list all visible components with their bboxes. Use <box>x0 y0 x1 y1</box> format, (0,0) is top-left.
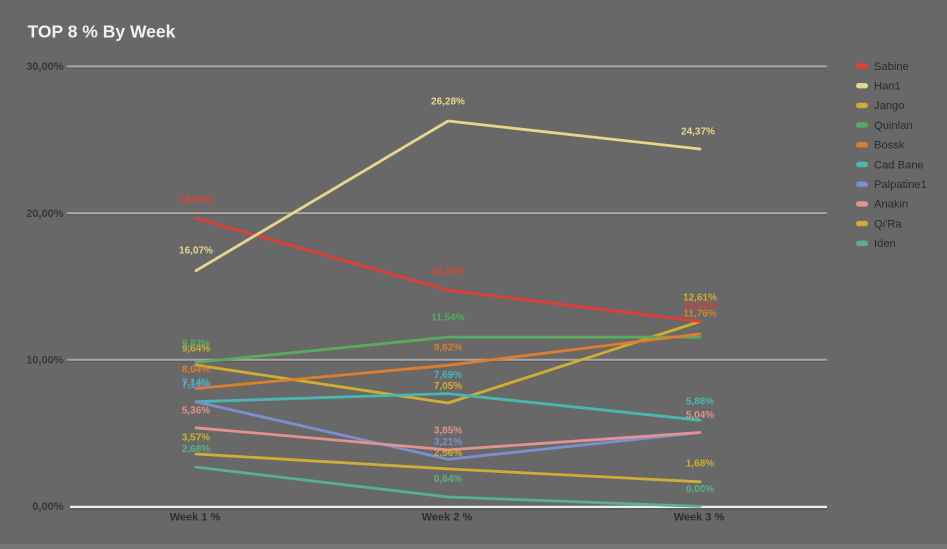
svg-text:12,61%: 12,61% <box>683 293 717 304</box>
svg-text:20,00%: 20,00% <box>26 208 64 220</box>
svg-text:0,64%: 0,64% <box>434 474 462 485</box>
svg-text:Week 3 %: Week 3 % <box>674 512 725 524</box>
svg-text:1,68%: 1,68% <box>686 459 714 470</box>
svg-text:3,57%: 3,57% <box>182 433 210 444</box>
svg-text:0,00%: 0,00% <box>686 484 714 495</box>
svg-text:11,76%: 11,76% <box>683 309 716 320</box>
svg-text:Palpatine1: Palpatine1 <box>874 179 927 191</box>
svg-text:5,88%: 5,88% <box>686 397 714 408</box>
svg-text:Week 2 %: Week 2 % <box>422 512 473 524</box>
svg-text:Week 1 %: Week 1 % <box>170 512 221 524</box>
svg-text:0,00%: 0,00% <box>32 501 63 513</box>
svg-text:8,04%: 8,04% <box>182 365 210 376</box>
svg-text:5,04%: 5,04% <box>686 410 714 421</box>
svg-text:3,21%: 3,21% <box>434 437 462 448</box>
svg-text:TOP 8 % By Week: TOP 8 % By Week <box>28 22 176 42</box>
svg-text:26,28%: 26,28% <box>431 97 465 108</box>
svg-text:19,64%: 19,64% <box>179 195 213 206</box>
svg-text:7,05%: 7,05% <box>434 381 462 392</box>
svg-text:3,85%: 3,85% <box>434 426 462 437</box>
svg-text:Cad Bane: Cad Bane <box>874 159 924 171</box>
svg-text:2,56%: 2,56% <box>434 448 462 459</box>
svg-text:7,14%: 7,14% <box>182 380 210 391</box>
svg-text:Jango: Jango <box>874 100 904 112</box>
svg-text:16,07%: 16,07% <box>179 246 213 257</box>
svg-text:7,69%: 7,69% <box>434 370 462 381</box>
svg-text:10,00%: 10,00% <box>26 355 64 367</box>
svg-text:9,64%: 9,64% <box>182 344 210 355</box>
svg-text:Quinlan: Quinlan <box>874 120 913 132</box>
svg-text:Han1: Han1 <box>874 81 901 93</box>
svg-text:Iden: Iden <box>874 238 896 250</box>
svg-text:Sabine: Sabine <box>874 61 909 73</box>
svg-text:24,37%: 24,37% <box>681 127 715 138</box>
svg-text:Qi'Ra: Qi'Ra <box>874 218 902 230</box>
svg-text:Bossk: Bossk <box>874 140 905 152</box>
svg-text:9,62%: 9,62% <box>434 343 462 354</box>
svg-text:5,36%: 5,36% <box>182 406 210 417</box>
svg-text:Anakin: Anakin <box>874 199 908 211</box>
svg-text:30,00%: 30,00% <box>26 61 64 73</box>
svg-text:2,68%: 2,68% <box>182 444 210 455</box>
svg-text:12,61%: 12,61% <box>683 301 717 312</box>
svg-text:7,14%: 7,14% <box>182 378 210 389</box>
svg-text:14,74%: 14,74% <box>431 267 465 278</box>
svg-text:9,82%: 9,82% <box>182 339 210 350</box>
svg-text:11,54%: 11,54% <box>431 313 464 324</box>
